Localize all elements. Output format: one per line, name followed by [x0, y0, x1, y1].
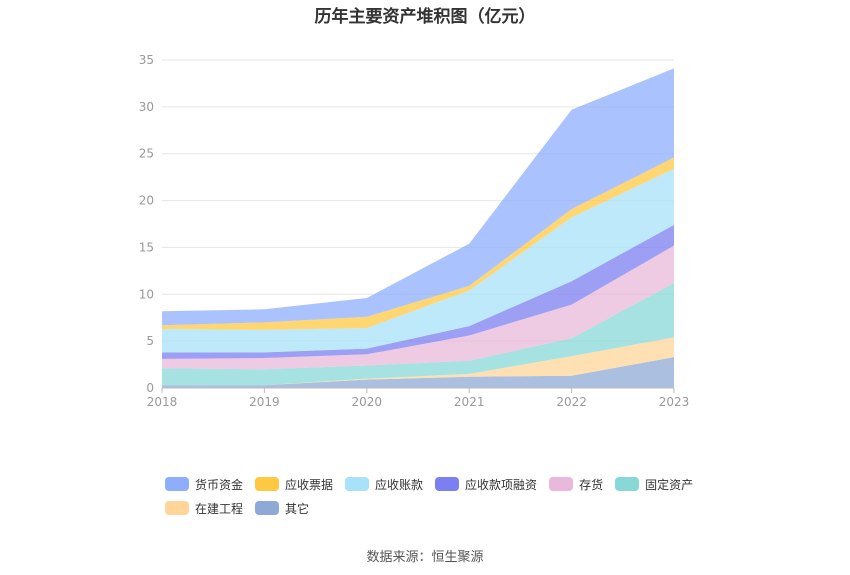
legend-item-固定资产[interactable]: 固定资产 [615, 476, 693, 493]
legend-label: 存货 [579, 477, 604, 492]
stacked-area-chart: 0 5 10 15 20 25 30 35 2018 2019 2020 2021 2022 2023 [139, 53, 690, 409]
legend-item-存货[interactable]: 存货 [549, 476, 603, 493]
y-tick-label: 20 [139, 194, 154, 208]
area-其它 [162, 357, 674, 388]
legend-item-在建工程[interactable]: 在建工程 [165, 500, 243, 517]
legend-label: 其它 [285, 501, 310, 516]
y-tick-label: 5 [146, 334, 154, 348]
data-source: 数据来源：恒生聚源 [366, 550, 484, 565]
legend-item-其它[interactable]: 其它 [255, 500, 309, 517]
legend-swatch [255, 477, 280, 491]
y-tick-label: 10 [139, 287, 154, 301]
chart-title: 历年主要资产堆积图（亿元） [314, 7, 536, 27]
x-tick-label: 2021 [454, 395, 485, 409]
legend-label: 应收款项融资 [465, 477, 538, 492]
x-tick-label: 2022 [556, 395, 587, 409]
legend-label: 在建工程 [195, 501, 244, 516]
legend-swatch [615, 477, 640, 491]
legend-swatch [165, 477, 189, 491]
x-tick-label: 2018 [147, 395, 178, 409]
area-存货 [162, 245, 674, 370]
axes: 0 5 10 15 20 25 30 35 2018 2019 2020 2021 2022 2023 [139, 53, 690, 409]
area-货币资金 [162, 68, 674, 326]
legend-item-应收款项融资[interactable]: 应收款项融资 [435, 476, 537, 493]
legend-label: 应收账款 [375, 477, 424, 492]
y-tick-label: 30 [139, 100, 154, 114]
x-tick-label: 2020 [352, 395, 383, 409]
legend-swatch [435, 477, 460, 491]
area-在建工程 [162, 337, 674, 386]
legend-swatch [345, 477, 370, 491]
legend-label: 货币资金 [195, 477, 244, 492]
area-固定资产 [162, 283, 674, 386]
y-tick-label: 15 [139, 240, 154, 254]
legend-row-2: 在建工程 其它 [165, 496, 725, 520]
legend-swatch [549, 477, 574, 491]
legend-label: 应收票据 [285, 477, 334, 492]
y-tick-label: 0 [146, 381, 154, 395]
x-tick-label: 2019 [249, 395, 280, 409]
legend-item-应收票据[interactable]: 应收票据 [255, 476, 333, 493]
legend-item-应收账款[interactable]: 应收账款 [345, 476, 423, 493]
x-tick-label: 2023 [659, 395, 690, 409]
legend: 货币资金 应收票据 应收账款 应收款项融资 存货 固定资产 在建工程 [165, 472, 725, 520]
y-tick-label: 35 [139, 53, 154, 67]
legend-row-1: 货币资金 应收票据 应收账款 应收款项融资 存货 固定资产 [165, 472, 725, 496]
area-series-group [162, 68, 674, 388]
legend-swatch [165, 501, 189, 515]
y-tick-label: 25 [139, 147, 154, 161]
legend-swatch [255, 501, 280, 515]
legend-label: 固定资产 [645, 477, 694, 492]
legend-item-货币资金[interactable]: 货币资金 [165, 476, 243, 493]
area-应收款项融资 [162, 224, 674, 359]
area-应收账款 [162, 168, 674, 353]
